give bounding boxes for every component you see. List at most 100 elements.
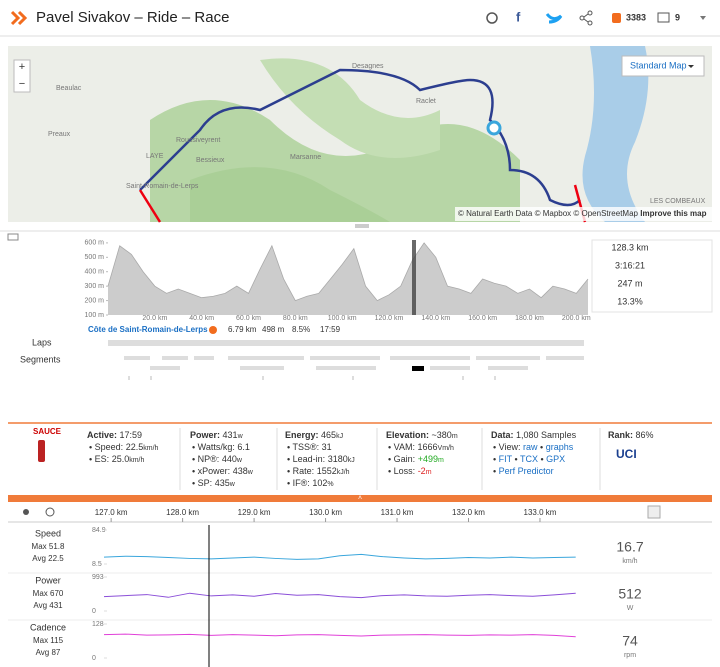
stream-current: 512 bbox=[618, 586, 642, 602]
y-tick-label: 8.5 bbox=[92, 561, 102, 568]
stat-value: 465 bbox=[321, 430, 336, 440]
stream-title: Power bbox=[35, 575, 61, 585]
x-tick-label: 40.0 km bbox=[189, 315, 214, 322]
clock-icon[interactable] bbox=[45, 507, 55, 517]
pin-icon[interactable] bbox=[23, 509, 29, 515]
like-icon[interactable] bbox=[612, 13, 621, 23]
collapse-bar[interactable] bbox=[8, 495, 712, 502]
y-tick-label: 993 bbox=[92, 574, 104, 581]
improve-link[interactable]: Improve this map bbox=[640, 209, 706, 218]
place: Saint-Romain-de-Lerps bbox=[126, 183, 199, 190]
stat-label: Watts/kg: bbox=[198, 442, 235, 452]
stat-link[interactable]: TCX bbox=[520, 454, 538, 464]
x-tick-label: 140.0 km bbox=[421, 315, 450, 322]
segment-badge bbox=[209, 326, 217, 334]
stat-item: • ES: 25.0km/h bbox=[89, 454, 144, 464]
sauce-bottle bbox=[38, 440, 45, 462]
stream-current: 16.7 bbox=[616, 539, 643, 555]
stat-item: • Lead-in: 3180kJ bbox=[287, 454, 355, 464]
stat-item: • View: raw • graphs bbox=[493, 442, 574, 452]
x-tick-label: 180.0 km bbox=[515, 315, 544, 322]
twitter-icon[interactable] bbox=[545, 13, 563, 24]
comment-icon[interactable] bbox=[657, 12, 670, 23]
segment-name: Côte de Saint-Romain-de-Lerps bbox=[88, 325, 208, 334]
map-style-caret bbox=[688, 65, 694, 68]
stat-unit: m bbox=[452, 433, 458, 440]
stat-unit: kJ bbox=[348, 457, 355, 464]
selection bbox=[412, 240, 416, 315]
place: LAYE bbox=[146, 153, 164, 160]
segment-elevation: 498 m bbox=[262, 325, 285, 334]
x-tick-label: 127.0 km bbox=[95, 508, 128, 517]
map[interactable] bbox=[8, 46, 712, 223]
stat-value: 3180 bbox=[328, 454, 348, 464]
resize-handle[interactable] bbox=[355, 224, 369, 228]
profile-fill bbox=[108, 242, 588, 315]
x-tick-label: 20.0 km bbox=[142, 315, 167, 322]
lap-bar[interactable] bbox=[108, 340, 584, 346]
stream-unit: rpm bbox=[624, 652, 636, 659]
stream-unit: km/h bbox=[622, 558, 637, 565]
stat-link[interactable]: Perf Predictor bbox=[499, 466, 554, 476]
x-tick-label: 130.0 km bbox=[309, 508, 342, 517]
menu-caret[interactable] bbox=[700, 16, 706, 20]
zoom-box bbox=[13, 59, 31, 93]
y-tick-label: 128 bbox=[92, 621, 104, 628]
profile-stats-box bbox=[591, 239, 713, 313]
stat-head: Power: 431w bbox=[190, 430, 244, 440]
stat-unit: km/h bbox=[129, 457, 144, 464]
stat-value: 440 bbox=[222, 454, 237, 464]
collapse-arrow[interactable]: ˄ bbox=[358, 495, 362, 502]
stat-item: • SP: 435w bbox=[192, 478, 236, 488]
segment-time: 17:59 bbox=[320, 325, 341, 334]
x-tick-label: 200.0 km bbox=[562, 315, 591, 322]
place: Preaux bbox=[48, 131, 71, 138]
map-style[interactable]: Standard Map bbox=[630, 60, 687, 70]
stat-item: • Gain: +499m bbox=[388, 454, 444, 464]
stat-value: 1666 bbox=[418, 442, 438, 452]
stat-head: Energy: 465kJ bbox=[285, 430, 343, 440]
stat-label: Active: bbox=[87, 430, 117, 440]
stat-head: Elevation: ~380m bbox=[386, 430, 458, 440]
panel-icon[interactable] bbox=[7, 233, 19, 241]
stat-value: 31 bbox=[322, 442, 332, 452]
stat-value: 431 bbox=[223, 430, 238, 440]
stream-avg: Avg 22.5 bbox=[32, 554, 64, 563]
stat-item: • NP®: 440w bbox=[192, 454, 243, 464]
logo bbox=[10, 10, 28, 26]
stat-label: Rank: bbox=[608, 430, 633, 440]
attribution: © Natural Earth Data © Mapbox © OpenStre… bbox=[458, 209, 707, 218]
stat-unit: km/h bbox=[143, 445, 158, 452]
stat-label: Data: bbox=[491, 430, 514, 440]
stat-link[interactable]: FIT bbox=[499, 454, 513, 464]
place: Raclet bbox=[416, 98, 436, 105]
settings-icon[interactable] bbox=[647, 505, 661, 519]
stat-link[interactable]: graphs bbox=[546, 442, 574, 452]
zoom-out[interactable]: − bbox=[19, 78, 25, 90]
stat-link[interactable]: GPX bbox=[546, 454, 565, 464]
stat-unit: m bbox=[426, 469, 432, 476]
facebook-icon[interactable]: f bbox=[516, 9, 521, 24]
stat-value: 17:59 bbox=[120, 430, 143, 440]
stream-title: Cadence bbox=[30, 622, 66, 632]
stat-label: Lead-in: bbox=[293, 454, 326, 464]
stat-value: 22.5 bbox=[126, 442, 144, 452]
stat-item: • Rate: 1552kJ/h bbox=[287, 466, 350, 476]
stream-avg: Avg 87 bbox=[36, 648, 61, 657]
stat-link[interactable]: raw bbox=[523, 442, 538, 452]
segment-bars[interactable] bbox=[124, 356, 584, 380]
map-style-box[interactable] bbox=[621, 55, 705, 77]
stat-value: 6.1 bbox=[237, 442, 250, 452]
uci-logo: UCI bbox=[616, 447, 637, 461]
stat-item: • FIT • TCX • GPX bbox=[493, 454, 565, 464]
stat-value: +499 bbox=[418, 454, 438, 464]
share-icon[interactable] bbox=[579, 10, 593, 26]
y-tick-label: 200 m bbox=[85, 297, 105, 304]
zoom-in[interactable]: + bbox=[19, 61, 25, 73]
active-segment[interactable] bbox=[412, 366, 424, 371]
stream-title: Speed bbox=[35, 528, 61, 538]
x-tick-label: 131.0 km bbox=[381, 508, 414, 517]
stream-line bbox=[103, 553, 576, 560]
refresh-icon[interactable] bbox=[486, 12, 498, 24]
